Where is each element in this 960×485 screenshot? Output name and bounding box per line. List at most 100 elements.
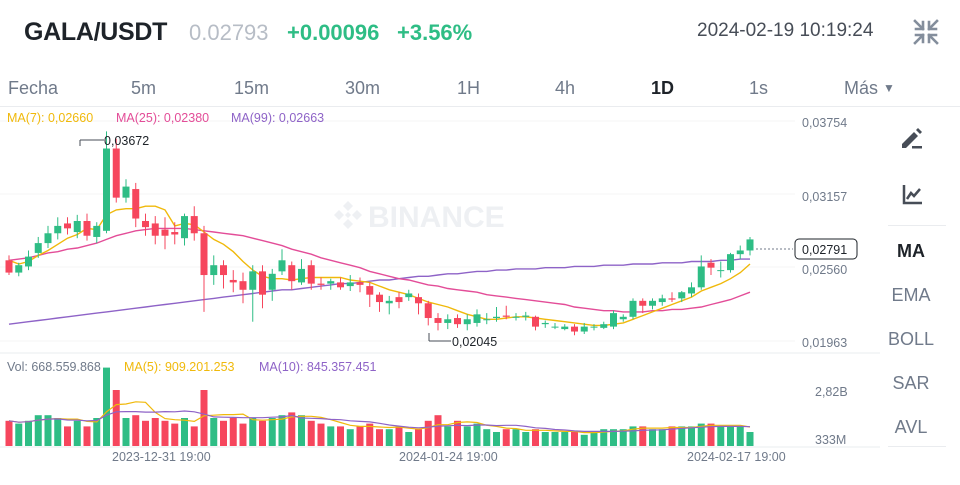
volume-bar — [229, 418, 237, 446]
vol-ma10-line — [8, 410, 751, 432]
sidebar-divider — [888, 225, 946, 226]
volume-bar — [483, 429, 491, 446]
indicator-sar[interactable]: SAR — [892, 373, 930, 393]
indicator-ema[interactable]: EMA — [891, 285, 931, 305]
candle-body — [697, 266, 705, 288]
candle-body — [93, 225, 101, 237]
pair-symbol[interactable]: GALA/USDT — [24, 18, 168, 46]
time-tick: 2024-02-17 19:00 — [687, 450, 786, 464]
volume-bar — [580, 434, 588, 446]
price-tick: 0,03754 — [802, 116, 847, 130]
candle-body — [736, 250, 744, 255]
volume-bar — [327, 426, 335, 446]
candle-body — [83, 220, 91, 236]
volume-bar — [405, 432, 413, 446]
tab-1d[interactable]: 1D — [651, 78, 675, 98]
candle-body — [541, 322, 549, 325]
volume-bar — [610, 429, 617, 446]
chart-area[interactable]: BINANCE MA(7): 0,02660 MA(25): 0,02380 M… — [0, 107, 880, 480]
volume-bar — [561, 432, 569, 446]
volume-bar — [239, 423, 247, 446]
draw-pencil-icon[interactable] — [898, 124, 926, 152]
volume-bar — [385, 429, 393, 446]
ma25-line — [8, 227, 751, 313]
volume-bar — [181, 418, 188, 446]
tab-fecha[interactable]: Fecha — [8, 78, 59, 98]
ma99-line — [8, 258, 750, 325]
volume-bar — [103, 367, 110, 446]
candle-body — [610, 313, 617, 327]
indicator-ma[interactable]: MA — [897, 241, 925, 261]
candle-body — [64, 223, 71, 229]
indicator-sidebar: MA EMA BOLL SAR AVL — [880, 107, 960, 480]
candle-body — [434, 318, 442, 323]
candle-body — [142, 220, 149, 228]
volume-bar — [132, 415, 140, 446]
volume-bar — [317, 423, 325, 446]
volume-bar — [54, 418, 62, 446]
timestamp: 2024-02-19 10:19:24 — [697, 20, 874, 41]
tab-5m[interactable]: 5m — [131, 78, 157, 98]
binance-watermark: BINANCE — [334, 201, 505, 234]
indicator-avl[interactable]: AVL — [894, 417, 928, 437]
candle-body — [103, 148, 110, 231]
candle-body — [483, 319, 491, 321]
volume-bar — [366, 423, 374, 446]
volume-bar — [571, 432, 578, 446]
tab-30m[interactable]: 30m — [345, 78, 381, 98]
volume-bar — [532, 429, 539, 446]
candle-body — [463, 319, 471, 325]
tab-1h[interactable]: 1H — [457, 78, 481, 98]
last-price: 0.02793 — [189, 20, 269, 45]
tab-more[interactable]: Más ▼ — [844, 78, 895, 99]
tab-1s[interactable]: 1s — [749, 78, 769, 98]
volume-bar — [298, 415, 305, 446]
indicator-boll[interactable]: BOLL — [887, 329, 935, 349]
volume-bar — [356, 426, 364, 446]
candle-body — [385, 300, 393, 304]
kline-chart[interactable]: BINANCE MA(7): 0,02660 MA(25): 0,02380 M… — [0, 107, 880, 480]
candle-body — [298, 268, 305, 283]
candle-body — [639, 300, 647, 306]
candle-body — [424, 303, 432, 319]
candle-body — [717, 270, 725, 272]
volume-bar — [151, 418, 159, 446]
candle-body — [171, 232, 179, 235]
candle-body — [405, 293, 413, 298]
collapse-arrows-icon[interactable] — [912, 18, 940, 46]
ma25-legend: MA(25): 0,02380 — [116, 111, 209, 125]
volume-bar — [34, 415, 42, 446]
volume-bar — [44, 415, 52, 446]
candle-body — [249, 271, 257, 290]
candle-body — [112, 148, 120, 198]
volume-bar — [678, 426, 686, 446]
volume-bar — [697, 423, 705, 446]
chart-line-icon[interactable] — [898, 181, 926, 209]
candle-body — [122, 186, 130, 198]
caret-down-icon: ▼ — [883, 81, 895, 95]
candle-body — [288, 265, 296, 282]
volume-bar — [220, 420, 227, 446]
volume-bar — [444, 426, 452, 446]
candle-body — [15, 265, 23, 273]
candle-body — [151, 223, 159, 236]
candle-body — [707, 262, 715, 268]
candle-body — [746, 239, 754, 251]
volume-bar — [707, 423, 715, 446]
tab-15m[interactable]: 15m — [234, 78, 270, 98]
candle-body — [551, 326, 559, 328]
volume-bar — [268, 418, 276, 446]
volume-bar — [629, 426, 637, 446]
candle-body — [415, 297, 422, 304]
ma7-legend: MA(7): 0,02660 — [7, 111, 93, 125]
tab-4h[interactable]: 4h — [555, 78, 576, 98]
volume-bar — [434, 415, 442, 446]
candle-body — [34, 243, 42, 253]
high-label: 0,03672 — [104, 134, 149, 148]
candle-body — [512, 316, 520, 318]
price-change-pct: +3.56% — [397, 20, 473, 45]
candle-body — [629, 300, 637, 317]
volume-bar — [112, 390, 120, 446]
candle-body — [25, 256, 32, 267]
candle-body — [346, 282, 354, 287]
